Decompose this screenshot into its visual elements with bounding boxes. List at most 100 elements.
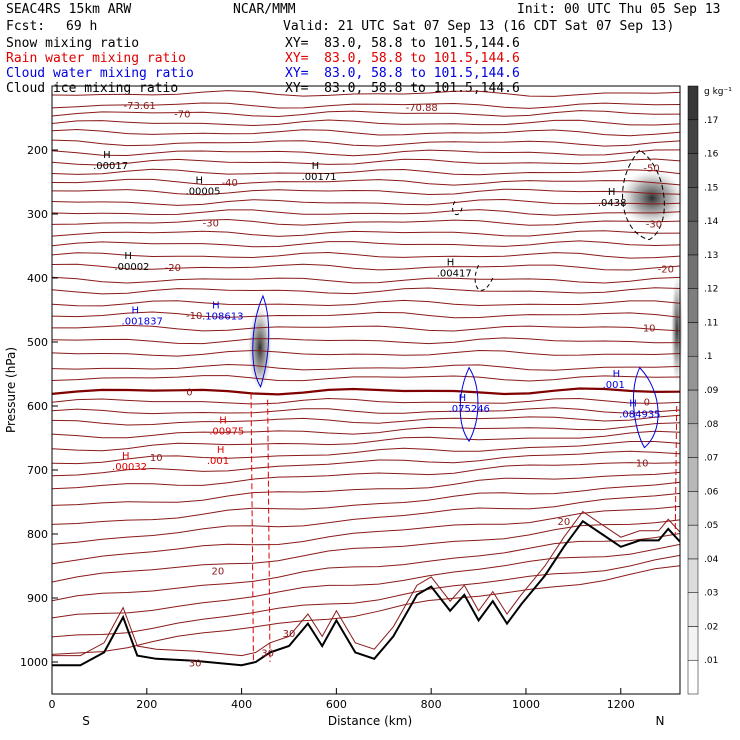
maximum-marker: H [124, 251, 132, 262]
isotherm-line [52, 168, 680, 176]
isotherm-label: -10 [186, 311, 202, 322]
colorbar-tick-label: .13 [704, 251, 718, 261]
isotherm-line [52, 198, 680, 206]
init-time: Init: 00 UTC Thu 05 Sep 13 [517, 2, 721, 17]
maximum-marker: H [212, 300, 220, 311]
isotherm-line [52, 533, 680, 602]
colorbar-bin [687, 187, 699, 222]
snow-contour [452, 200, 463, 216]
valid-time: Valid: 21 UTC Sat 07 Sep 13 (16 CDT Sat … [283, 19, 675, 34]
north-label: N [656, 714, 665, 728]
isotherm-line [52, 337, 680, 345]
colorbar: .01 .02 .03 .04 .05 .06 .07 .08 .09 .1 .11 .12 .13 .1… [687, 85, 719, 695]
isotherm-line [52, 462, 680, 490]
isotherm-line [52, 139, 680, 147]
colorbar-tick-label: .03 [704, 589, 718, 599]
rain-water-contour [250, 393, 678, 663]
maximum-marker: H [219, 416, 227, 427]
field-label-cloud-water: Cloud water mixing ratio [6, 66, 194, 81]
x-tick-label: 400 [231, 698, 252, 711]
colorbar-bin [687, 254, 699, 289]
isotherm-line [52, 299, 680, 307]
surface-isotherm [52, 510, 680, 657]
y-tick-label: 600 [27, 400, 48, 413]
maximum-marker: H [629, 398, 637, 409]
forecast-hours: 69 h [66, 19, 98, 34]
isotherm-line [52, 119, 680, 127]
colorbar-bin [687, 491, 699, 526]
isotherm-line [52, 102, 680, 109]
terrain-line [52, 519, 680, 667]
isotherm-line [52, 554, 680, 638]
isotherm-line [52, 110, 680, 118]
maximum-value-label: .00171 [302, 172, 337, 183]
y-tick-label: 200 [27, 144, 48, 157]
colorbar-tick-label: .04 [704, 555, 719, 565]
isotherm-label: -73.61 [124, 101, 156, 112]
isotherm-label: 10 [636, 458, 649, 469]
colorbar-bin [687, 85, 699, 121]
isotherm-line [52, 414, 680, 426]
maximum-value-label: .00417 [437, 269, 472, 280]
maximum-value-label: .001837 [122, 317, 163, 328]
colorbar-bin [687, 355, 699, 391]
isotherm-label: -20 [658, 264, 674, 275]
maximum-value-label: .001 [207, 456, 229, 467]
colorbar-unit: g kg⁻¹ [704, 87, 732, 97]
isotherm-line [52, 565, 680, 655]
maximum-value-label: .00975 [209, 427, 244, 438]
isotherm-label: 0 [644, 398, 650, 409]
isotherm-line [52, 324, 680, 332]
colorbar-bin [687, 626, 699, 661]
maximum-marker: H [196, 176, 204, 187]
maximum-value-label: .075246 [449, 404, 490, 415]
colorbar-tick-label: .14 [704, 217, 719, 227]
x-tick-label: 1200 [607, 698, 635, 711]
isotherm-line [52, 543, 680, 619]
cloud-water-contour [252, 294, 270, 388]
isotherm-label: -30 [203, 218, 219, 229]
x-tick-label: 0 [49, 698, 56, 711]
colorbar-bin [687, 288, 699, 323]
maximum-value-label: .001 [603, 380, 625, 391]
maximum-value-label: .00002 [114, 262, 149, 273]
isotherm-label: -40 [222, 178, 238, 189]
field-xy-snow: XY= 83.0, 58.8 to 101.5,144.6 [285, 36, 520, 51]
field-label-rain: Rain water mixing ratio [6, 51, 187, 66]
isotherm-line [52, 240, 680, 248]
colorbar-bin [687, 524, 699, 560]
colorbar-tick-label: .12 [704, 285, 718, 295]
colorbar-tick-label: .09 [704, 386, 719, 396]
colorbar-bin [687, 322, 699, 357]
isotherm-line [52, 263, 680, 271]
cloud-water-contour [633, 366, 659, 449]
isotherm-line [52, 149, 680, 157]
isotherm-line [52, 441, 680, 465]
field-xy-cloud-water: XY= 83.0, 58.8 to 101.5,144.6 [285, 66, 520, 81]
isotherm-line [52, 276, 680, 284]
colorbar-bin [687, 423, 699, 458]
isotherm-line [52, 481, 680, 525]
isotherm-line [52, 375, 680, 382]
maximum-marker: H [132, 306, 140, 317]
y-tick-label: 1000 [20, 656, 48, 669]
isotherm-line [52, 251, 680, 259]
isotherm-line [52, 422, 680, 439]
isotherm-line [52, 349, 680, 357]
field-xy-rain: XY= 83.0, 58.8 to 101.5,144.6 [285, 51, 520, 66]
cloud-ice-contour [622, 149, 665, 241]
maximum-value-label: .108613 [202, 311, 243, 322]
cloud-shading-2 [620, 170, 684, 226]
maximum-value-label: .00032 [112, 462, 147, 473]
y-tick-label: 700 [27, 464, 48, 477]
colorbar-tick-label: .08 [704, 420, 719, 430]
isotherm-line [52, 218, 680, 226]
plot-frame [51, 85, 681, 695]
colorbar-tick-label: .05 [704, 521, 718, 531]
isotherm-line [52, 397, 680, 405]
isotherm-label: -50 [643, 163, 659, 174]
isotherm-line [52, 178, 680, 186]
maximum-value-label: .084935 [619, 409, 660, 420]
isotherm-label: 30 [283, 629, 296, 640]
